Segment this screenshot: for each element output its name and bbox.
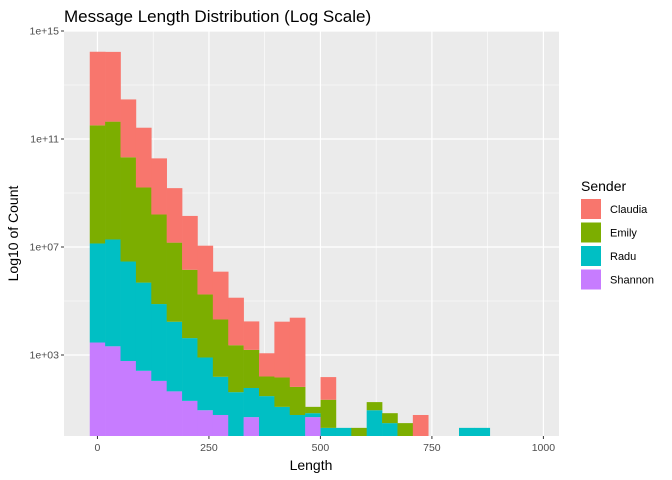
bar-emily-bin-12	[274, 377, 291, 407]
bar-radu-bin-9	[228, 392, 244, 436]
bar-emily-bin-13	[289, 386, 306, 415]
bar-radu-bin-18	[366, 410, 383, 436]
bar-emily-bin-5	[166, 242, 183, 322]
legend-key-emily	[581, 222, 601, 243]
x-tick-label: 750	[423, 442, 441, 454]
bar-radu-bin-8	[212, 376, 229, 415]
bar-radu-bin-24	[458, 427, 475, 436]
bar-shannon-bin-3	[135, 370, 152, 436]
bar-emily-bin-3	[135, 187, 152, 283]
bar-claudia-bin-8	[212, 271, 229, 320]
bar-claudia-bin-3	[135, 127, 152, 188]
bar-emily-bin-4	[151, 214, 167, 305]
bar-shannon-bin-10	[243, 417, 260, 436]
legend-label-radu: Radu	[610, 251, 636, 263]
x-axis: 0 250 500 750 1000	[95, 436, 556, 454]
legend-key-shannon	[581, 269, 601, 290]
bar-radu-bin-1	[105, 239, 121, 347]
bar-radu-bin-4	[151, 304, 167, 381]
bar-claudia-bin-2	[120, 99, 137, 158]
bar-radu-bin-11	[258, 396, 275, 436]
bar-emily-bin-18	[366, 402, 383, 411]
legend-label-emily: Emily	[610, 228, 637, 240]
bar-emily-bin-0	[89, 125, 106, 244]
bar-shannon-bin-7	[197, 410, 214, 436]
y-tick-label: 1e+11	[30, 134, 59, 146]
bar-shannon-bin-14	[305, 417, 321, 436]
bar-radu-bin-13	[289, 414, 306, 436]
bar-radu-bin-25	[474, 427, 491, 436]
bar-radu-bin-0	[89, 243, 106, 343]
x-tick-label: 0	[95, 442, 101, 454]
bar-claudia-bin-21	[412, 414, 429, 436]
legend-key-claudia	[581, 199, 601, 219]
bar-emily-bin-11	[258, 376, 275, 397]
bar-claudia-bin-6	[182, 215, 198, 270]
minor-gridlines	[64, 31, 559, 436]
bar-radu-bin-14	[305, 413, 321, 418]
bar-emily-bin-2	[120, 157, 137, 262]
bar-emily-bin-20	[397, 423, 414, 436]
legend-title: Sender	[581, 178, 626, 194]
bar-shannon-bin-8	[212, 414, 229, 436]
bar-shannon-bin-1	[105, 346, 121, 436]
histogram-bars	[89, 51, 491, 436]
y-tick-label: 1e+07	[30, 242, 60, 254]
legend-key-radu	[581, 246, 601, 266]
bar-claudia-bin-5	[166, 188, 183, 243]
legend: Sender Claudia Emily Radu Shannon	[581, 178, 654, 290]
bar-emily-bin-8	[212, 319, 229, 377]
legend-label-claudia: Claudia	[610, 204, 648, 216]
bar-claudia-bin-11	[258, 353, 275, 377]
bar-shannon-bin-0	[89, 342, 106, 436]
bar-emily-bin-15	[320, 399, 337, 428]
x-tick-label: 500	[312, 442, 330, 454]
bar-radu-bin-3	[135, 282, 152, 371]
bar-claudia-bin-4	[151, 158, 167, 215]
y-axis-title: Log10 of Count	[5, 186, 21, 282]
bar-claudia-bin-9	[228, 297, 244, 346]
bar-radu-bin-12	[274, 406, 291, 436]
bar-claudia-bin-7	[197, 245, 214, 295]
bar-radu-bin-2	[120, 261, 137, 361]
bar-shannon-bin-4	[151, 380, 167, 436]
bar-emily-bin-6	[182, 269, 198, 339]
chart-title: Message Length Distribution (Log Scale)	[64, 7, 371, 26]
bar-radu-bin-6	[182, 338, 198, 401]
bar-claudia-bin-15	[320, 377, 337, 400]
bar-shannon-bin-5	[166, 391, 183, 436]
bar-radu-bin-16	[335, 427, 352, 436]
y-tick-label: 1e+15	[30, 26, 60, 38]
bar-claudia-bin-0	[89, 51, 106, 126]
bar-emily-bin-9	[228, 345, 244, 393]
bar-shannon-bin-2	[120, 360, 137, 436]
bar-radu-bin-15	[320, 427, 337, 436]
x-tick-label: 250	[200, 442, 218, 454]
bar-emily-bin-1	[105, 121, 121, 240]
bar-emily-bin-14	[305, 406, 321, 414]
bar-radu-bin-5	[166, 321, 183, 392]
bar-emily-bin-7	[197, 294, 214, 358]
x-tick-label: 1000	[532, 442, 556, 454]
bar-claudia-bin-12	[274, 321, 291, 378]
bar-emily-bin-17	[351, 427, 367, 436]
bar-emily-bin-10	[243, 349, 260, 388]
y-axis: 1e+03 1e+07 1e+11 1e+15	[30, 26, 64, 362]
bar-claudia-bin-1	[105, 51, 121, 122]
bar-radu-bin-10	[243, 387, 260, 418]
bar-claudia-bin-13	[289, 317, 306, 387]
bar-radu-bin-7	[197, 357, 214, 411]
bar-emily-bin-19	[382, 413, 398, 424]
bar-claudia-bin-10	[243, 321, 260, 350]
bar-shannon-bin-6	[182, 400, 198, 436]
x-axis-title: Length	[290, 457, 333, 473]
bar-radu-bin-19	[382, 423, 398, 436]
legend-label-shannon: Shannon	[610, 275, 654, 287]
y-tick-label: 1e+03	[30, 350, 60, 362]
